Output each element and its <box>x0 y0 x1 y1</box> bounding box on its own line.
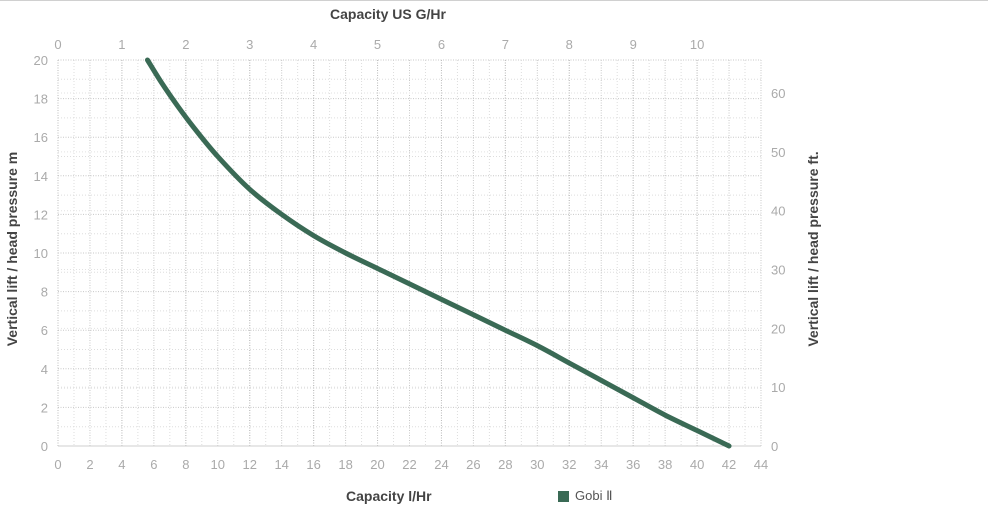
x-top-tick-label: 0 <box>54 37 61 52</box>
x-tick-label: 28 <box>498 457 512 472</box>
x-top-tick-label: 1 <box>118 37 125 52</box>
x-tick-label: 18 <box>338 457 352 472</box>
y-right-tick-label: 20 <box>771 321 785 336</box>
x-axis-top-title: Capacity US G/Hr <box>330 6 446 22</box>
y-tick-label: 10 <box>34 246 48 261</box>
y-right-tick-label: 10 <box>771 380 785 395</box>
x-tick-label: 36 <box>626 457 640 472</box>
x-tick-label: 0 <box>54 457 61 472</box>
y-tick-label: 18 <box>34 92 48 107</box>
x-tick-label: 2 <box>86 457 93 472</box>
x-tick-label: 14 <box>274 457 288 472</box>
y-right-tick-label: 0 <box>771 439 778 454</box>
x-top-tick-label: 4 <box>310 37 317 52</box>
x-tick-label: 4 <box>118 457 125 472</box>
x-tick-label: 30 <box>530 457 544 472</box>
y-tick-label: 20 <box>34 53 48 68</box>
x-tick-label: 16 <box>306 457 320 472</box>
x-top-tick-label: 7 <box>502 37 509 52</box>
y-tick-label: 4 <box>41 362 48 377</box>
x-tick-label: 40 <box>690 457 704 472</box>
y-tick-label: 16 <box>34 130 48 145</box>
y-right-tick-label: 50 <box>771 145 785 160</box>
x-tick-label: 22 <box>402 457 416 472</box>
x-tick-label: 32 <box>562 457 576 472</box>
y-tick-label: 2 <box>41 400 48 415</box>
x-top-tick-label: 3 <box>246 37 253 52</box>
x-tick-label: 20 <box>370 457 384 472</box>
x-tick-label: 38 <box>658 457 672 472</box>
x-top-tick-label: 5 <box>374 37 381 52</box>
top-divider <box>0 0 988 1</box>
x-top-tick-label: 6 <box>438 37 445 52</box>
x-tick-label: 8 <box>182 457 189 472</box>
x-tick-label: 26 <box>466 457 480 472</box>
y-tick-label: 0 <box>41 439 48 454</box>
legend-swatch <box>558 490 569 502</box>
x-tick-label: 42 <box>722 457 736 472</box>
x-tick-label: 24 <box>434 457 448 472</box>
x-top-tick-label: 2 <box>182 37 189 52</box>
x-top-tick-label: 10 <box>690 37 704 52</box>
y-axis-right-title: Vertical lift / head pressure ft. <box>805 151 821 346</box>
y-right-tick-label: 40 <box>771 204 785 219</box>
y-tick-label: 8 <box>41 285 48 300</box>
x-top-tick-label: 8 <box>566 37 573 52</box>
x-tick-label: 44 <box>754 457 768 472</box>
y-tick-label: 6 <box>41 323 48 338</box>
x-tick-label: 10 <box>211 457 225 472</box>
legend-label: Gobi Ⅱ <box>575 488 613 503</box>
x-tick-label: 34 <box>594 457 608 472</box>
series-line <box>144 57 732 449</box>
y-tick-label: 14 <box>34 169 48 184</box>
legend[interactable]: Gobi Ⅱ <box>558 488 612 504</box>
y-right-tick-label: 60 <box>771 86 785 101</box>
x-tick-label: 6 <box>150 457 157 472</box>
y-tick-label: 12 <box>34 207 48 222</box>
y-axis-title: Vertical lift / head pressure m <box>4 152 20 347</box>
x-axis-title: Capacity l/Hr <box>346 488 432 504</box>
x-tick-label: 12 <box>242 457 256 472</box>
y-right-tick-label: 30 <box>771 263 785 278</box>
x-top-tick-label: 9 <box>630 37 637 52</box>
